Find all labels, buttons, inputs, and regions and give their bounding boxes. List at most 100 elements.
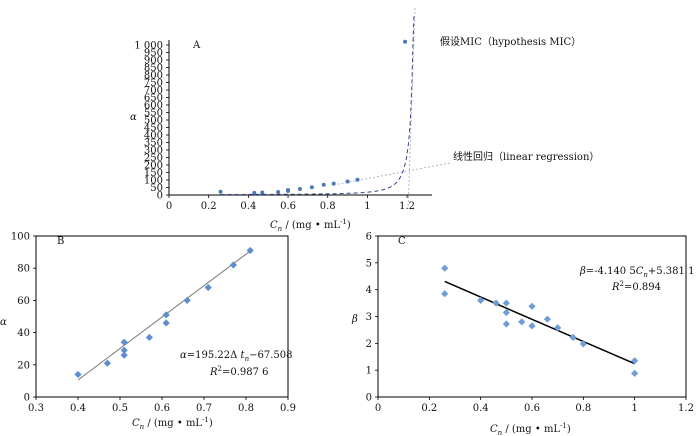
data-point <box>631 369 639 377</box>
y-tick-label: 650 <box>144 93 163 104</box>
data-point <box>162 319 170 327</box>
y-tick-label: 6 <box>366 232 372 243</box>
data-point <box>74 370 82 379</box>
x-tick-label: 1.2 <box>399 201 415 212</box>
y-tick-label: 850 <box>144 63 163 74</box>
data-point <box>492 299 500 307</box>
y-tick-label: 1 000 <box>134 41 163 52</box>
data-point <box>502 320 510 328</box>
x-tick-label: 0 <box>166 201 172 212</box>
x-tick-label: 0.4 <box>473 403 489 414</box>
y-tick-label: 0 <box>24 393 30 404</box>
hypothesis-mic-curve <box>220 14 415 195</box>
panel-c-label: C <box>398 236 406 247</box>
panel-c-equation: β=-4.140 5Cn+5.381 1 <box>579 266 694 279</box>
data-point <box>229 261 237 269</box>
y-tick-label: 50 <box>150 183 163 194</box>
y-tick-label: 0 <box>366 393 372 404</box>
y-tick-label: 350 <box>144 138 163 149</box>
data-point <box>518 318 526 326</box>
x-tick-label: 0.8 <box>575 403 591 414</box>
panel-c-y-label: β <box>351 314 358 325</box>
x-tick-label: 0.4 <box>70 403 86 414</box>
x-tick-label: 0.8 <box>238 403 254 414</box>
data-point <box>321 182 326 187</box>
y-tick-label: 800 <box>144 71 163 82</box>
x-tick-label: 0.6 <box>280 201 296 212</box>
y-tick-label: 0 <box>157 191 163 202</box>
y-tick-label: 700 <box>144 86 163 97</box>
data-point <box>260 190 265 195</box>
x-tick-label: 0.9 <box>280 403 296 414</box>
x-tick-label: 0.8 <box>320 201 336 212</box>
y-tick-label: 150 <box>144 168 163 179</box>
data-point <box>145 333 153 342</box>
panel-c: C 0 1 2 3 4 5 6 0 0.2 0.4 0.6 0.8 1 1.2 β Cn / (mg •… <box>351 232 694 436</box>
data-point <box>502 308 510 317</box>
y-tick-label: 950 <box>144 48 163 59</box>
y-tick-label: 100 <box>144 176 163 187</box>
data-point <box>528 322 536 330</box>
x-tick-label: 0.6 <box>154 403 170 414</box>
x-tick-label: 0.6 <box>524 403 540 414</box>
data-point <box>345 179 350 184</box>
panel-a: A 05010015020025030035040045050055060065… <box>130 7 599 233</box>
data-point <box>246 246 254 255</box>
x-tick-label: 0.5 <box>112 403 128 414</box>
y-tick-label: 550 <box>144 108 163 119</box>
y-tick-label: 80 <box>17 264 30 275</box>
data-point <box>477 296 485 304</box>
panel-a-x-label: Cn / (mg • mL-1) <box>270 218 351 233</box>
data-point <box>579 340 587 348</box>
y-tick-label: 100 <box>11 232 30 243</box>
data-point <box>441 290 449 298</box>
x-tick-label: 0.2 <box>201 201 217 212</box>
data-point <box>286 188 291 193</box>
y-tick-label: 200 <box>144 161 163 172</box>
data-point <box>309 185 314 190</box>
data-point <box>528 302 536 310</box>
y-tick-label: 2 <box>366 339 372 350</box>
data-point <box>297 187 302 191</box>
data-point <box>120 351 128 359</box>
panel-b: B 0 20 40 60 80 100 0.3 0.4 0.5 0.6 0.7 0.8 0.9 α C… <box>0 232 296 432</box>
panel-b-label: B <box>57 236 64 247</box>
data-point <box>218 189 223 194</box>
x-tick-label: 0.3 <box>28 403 44 414</box>
data-point <box>355 177 360 182</box>
y-tick-label: 60 <box>17 296 30 307</box>
y-tick-label: 5 <box>366 258 372 269</box>
y-tick-label: 40 <box>17 328 30 339</box>
panel-b-equation: α=195.22Δ tn−67.508 <box>180 350 292 363</box>
panel-c-r-squared: R2=0.894 <box>611 280 661 293</box>
data-point <box>543 315 551 323</box>
linear-regression-line <box>337 162 451 185</box>
panel-b-r-squared: R2=0.987 6 <box>209 365 269 378</box>
data-point <box>103 359 111 367</box>
data-point <box>554 324 562 332</box>
y-tick-label: 750 <box>144 78 163 89</box>
y-tick-label: 450 <box>144 123 163 134</box>
data-point <box>331 181 336 186</box>
panel-c-frame <box>377 235 687 398</box>
y-tick-label: 20 <box>17 360 30 371</box>
x-tick-label: 1 <box>631 403 637 414</box>
data-point <box>502 299 510 307</box>
panel-a-label: A <box>192 40 201 51</box>
panel-a-y-label: α <box>130 112 137 123</box>
x-tick-label: 0.7 <box>196 403 212 414</box>
data-point <box>204 283 212 292</box>
x-tick-label: 0.4 <box>240 201 256 212</box>
data-point <box>276 190 281 194</box>
data-point <box>120 346 128 354</box>
y-tick-label: 400 <box>144 131 163 142</box>
hypothesis-mic-label: 假设MIC（hypothesis MIC） <box>440 35 581 48</box>
data-point <box>120 338 128 346</box>
panel-c-x-label: Cn / (mg • mL-1) <box>490 422 571 436</box>
y-tick-label: 1 <box>366 366 372 377</box>
y-tick-label: 500 <box>144 116 163 127</box>
panel-c-fit-line <box>444 280 635 365</box>
data-point <box>569 333 577 342</box>
y-tick-label: 3 <box>366 312 372 323</box>
